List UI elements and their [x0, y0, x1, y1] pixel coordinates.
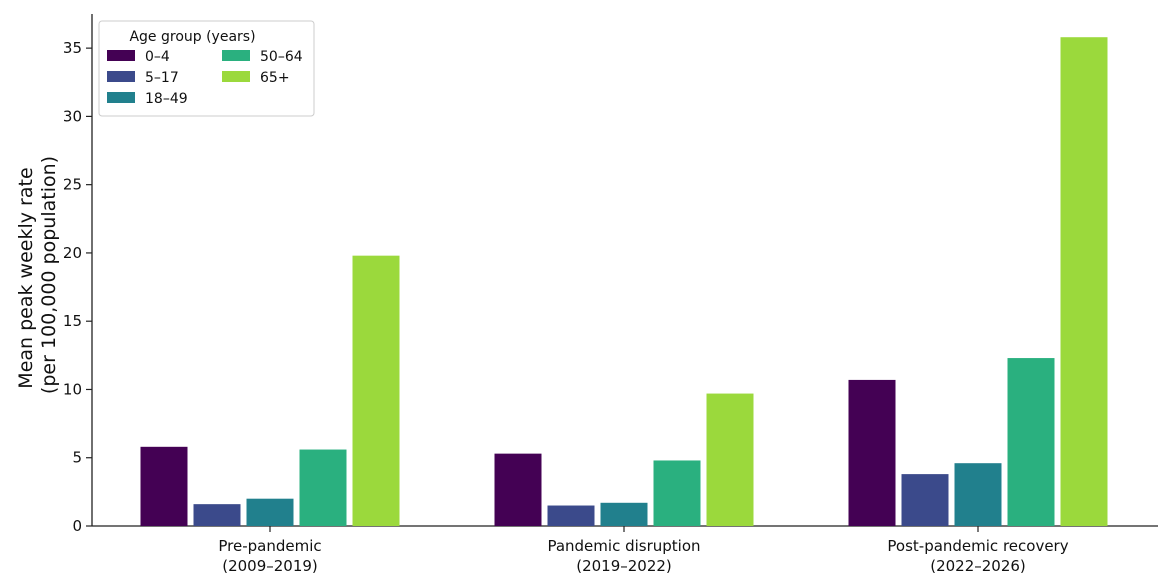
x-ticks: Pre-pandemic (2009–2019) Pandemic disrupti…	[218, 526, 1069, 575]
x-tick-label-line: Post-pandemic recovery	[887, 537, 1068, 555]
legend-swatch	[107, 71, 135, 82]
legend-items: 0–4 5–17 18–49 50–64 65+	[107, 49, 303, 107]
legend-label: 50–64	[260, 49, 303, 65]
y-tick-label: 15	[63, 312, 82, 330]
bar-1-5	[352, 255, 400, 526]
legend: Age group (years) 0–4 5–17 18–49 50–64 65+	[98, 20, 315, 117]
bar-1-4	[299, 449, 347, 526]
x-tick-label: Pandemic disruption (2019–2022)	[547, 537, 700, 575]
bar-1-2	[193, 504, 241, 526]
y-tick-label: 35	[63, 39, 82, 57]
x-tick-label-line: (2022–2026)	[930, 557, 1026, 575]
legend-label: 0–4	[145, 49, 170, 65]
y-tick-label: 5	[72, 449, 82, 467]
bar-2-1	[494, 453, 542, 526]
legend-swatch	[107, 50, 135, 61]
bar-3-1	[848, 379, 896, 526]
y-tick-label: 30	[63, 107, 82, 125]
legend-title: Age group (years)	[129, 29, 255, 45]
legend-box	[98, 20, 315, 117]
legend-label: 5–17	[145, 70, 179, 86]
legend-swatch	[107, 92, 135, 103]
x-tick-label-line: (2019–2022)	[576, 557, 672, 575]
bar-3-4	[1007, 358, 1055, 526]
bar-2-3	[600, 502, 648, 526]
y-tick-label: 0	[72, 517, 82, 535]
x-tick-label-line: Pandemic disruption	[547, 537, 700, 555]
bar-2-4	[653, 460, 701, 526]
bars	[140, 37, 1108, 527]
bar-3-3	[954, 463, 1002, 526]
bar-3-5	[1060, 37, 1108, 527]
legend-label: 18–49	[145, 91, 188, 107]
y-axis-title-line-1: Mean peak weekly rate	[15, 167, 37, 388]
y-tick-label: 10	[63, 380, 82, 398]
bar-2-2	[547, 505, 595, 526]
bar-1-1	[140, 446, 188, 526]
legend-swatch	[222, 50, 250, 61]
x-tick-label: Pre-pandemic (2009–2019)	[218, 537, 321, 575]
y-tick-label: 25	[63, 176, 82, 194]
x-tick-label: Post-pandemic recovery (2022–2026)	[887, 537, 1068, 575]
bar-2-5	[706, 393, 754, 526]
x-tick-label-line: (2009–2019)	[222, 557, 318, 575]
y-tick-label: 20	[63, 244, 82, 262]
y-axis-title: Mean peak weekly rate (per 100,000 popul…	[15, 156, 60, 394]
bar-1-3	[246, 498, 294, 526]
legend-label: 65+	[260, 70, 290, 86]
y-axis-title-line-2: (per 100,000 population)	[38, 156, 60, 394]
y-ticks: 0 5 10 15 20 25 30 35	[63, 39, 92, 535]
legend-swatch	[222, 71, 250, 82]
x-tick-label-line: Pre-pandemic	[218, 537, 321, 555]
bar-3-2	[901, 474, 949, 526]
